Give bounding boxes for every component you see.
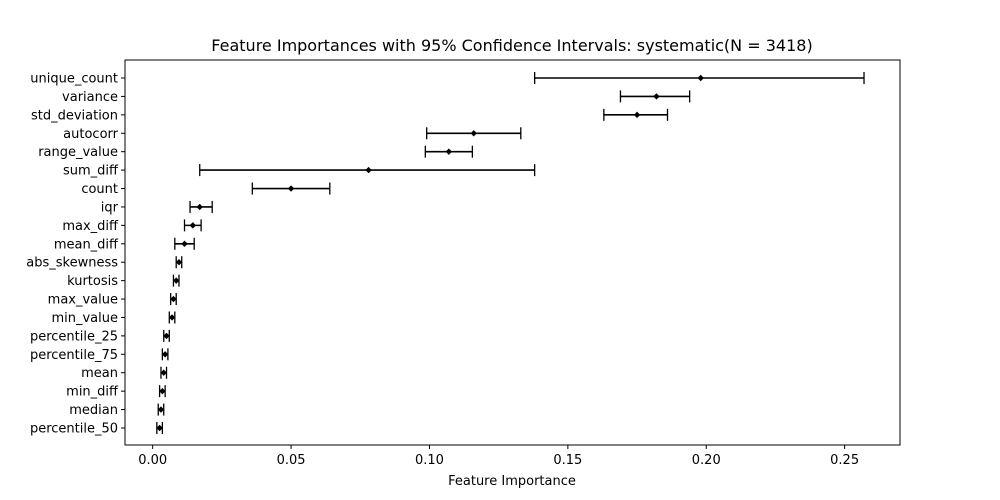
y-tick-label: range_value [38, 145, 118, 160]
y-tick-label: variance [62, 90, 118, 105]
x-tick-label: 0.05 [277, 453, 306, 468]
importance-point [633, 111, 641, 119]
y-tick-label: kurtosis [67, 274, 118, 289]
error-bars [156, 72, 865, 434]
y-tick-label: sum_diff [63, 164, 119, 179]
y-tick-label: autocorr [63, 127, 118, 142]
importance-point [157, 406, 165, 413]
importance-point [173, 277, 180, 284]
y-tick-label: percentile_25 [30, 329, 118, 344]
y-tick-label: max_value [48, 293, 118, 308]
importance-point [697, 74, 704, 82]
x-tick-label: 0.20 [692, 453, 721, 468]
importance-point [159, 387, 166, 395]
importance-point [170, 295, 177, 303]
y-tick-label: min_value [51, 311, 118, 326]
x-tick-label: 0.15 [553, 453, 582, 468]
plot-frame [124, 59, 901, 446]
y-tick-labels: unique_count variance std_deviationautocor… [26, 72, 125, 437]
y-tick-label: count [81, 182, 118, 197]
x-tick-label: 0.00 [138, 453, 167, 468]
y-tick-label: mean [81, 366, 118, 381]
y-tick-label: mean_diff [54, 237, 119, 252]
y-tick-label: percentile_75 [30, 348, 118, 363]
y-tick-label: iqr [101, 200, 119, 215]
importance-point [196, 203, 203, 211]
importance-point [365, 166, 372, 174]
x-tick-label: 0.10 [415, 453, 444, 468]
importance-point [653, 93, 660, 100]
y-tick-label: percentile_50 [30, 422, 118, 437]
importance-point [160, 369, 167, 376]
importance-point [445, 148, 453, 155]
importance-point [189, 222, 197, 229]
importance-point [181, 240, 188, 247]
importance-point [163, 332, 170, 340]
y-tick-label: max_diff [62, 219, 119, 234]
x-ticks: 0.00 0.05 0.10 0.15 0.20 0.25 [138, 445, 859, 468]
importance-point [168, 314, 176, 321]
importance-point [287, 185, 295, 192]
y-tick-label: unique_count [30, 72, 118, 87]
y-tick-label: std_deviation [31, 108, 118, 123]
y-tick-label: median [69, 403, 118, 418]
importance-point [161, 351, 169, 358]
y-tick-label: min_diff [66, 385, 119, 400]
importance-point [175, 259, 183, 266]
importance-point [470, 130, 477, 137]
x-axis-label: Feature Importance [448, 474, 576, 489]
x-tick-label: 0.25 [830, 453, 859, 468]
chart-title: Feature Importances with 95% Confidence … [211, 36, 812, 55]
importance-point [156, 424, 163, 432]
y-tick-label: abs_skewness [26, 256, 118, 271]
